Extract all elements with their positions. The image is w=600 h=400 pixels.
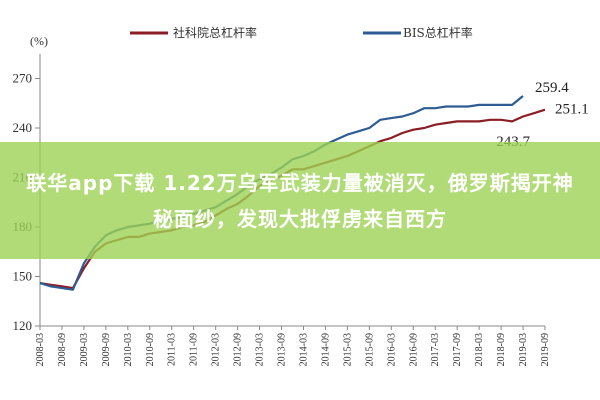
- x-tick-label: 2017-03: [430, 333, 441, 366]
- x-tick-label: 2014-03: [298, 333, 309, 366]
- x-tick-label: 2018-09: [496, 333, 507, 366]
- headline-banner: 联华app下载 1.22万乌军武装力量被消灭，俄罗斯揭开神秘面纱，发现大批俘虏来…: [0, 142, 600, 259]
- headline-text: 联华app下载 1.22万乌军武装力量被消灭，俄罗斯揭开神秘面纱，发现大批俘虏来…: [26, 170, 574, 231]
- x-tick-label: 2017-09: [452, 333, 463, 366]
- x-tick-label: 2012-03: [211, 333, 222, 366]
- x-tick-label: 2010-03: [123, 333, 134, 366]
- x-tick-label: 2019-03: [518, 333, 529, 366]
- x-tick-label: 2012-09: [233, 333, 244, 366]
- x-tick-label: 2008-03: [35, 333, 46, 366]
- x-tick-label: 2014-09: [320, 333, 331, 366]
- y-tick-label: 150: [13, 269, 33, 284]
- data-label: 251.1: [555, 102, 589, 118]
- legend: 社科院总杠杆率 BIS总杠杆率: [130, 25, 473, 40]
- y-tick-label: 120: [13, 318, 33, 333]
- x-tick-label: 2009-09: [101, 333, 112, 366]
- x-tick-label: 2010-09: [145, 333, 156, 366]
- x-tick-label: 2015-09: [364, 333, 375, 366]
- x-tick-label: 2013-03: [255, 333, 266, 366]
- x-tick-label: 2016-03: [386, 333, 397, 366]
- y-unit-label: (%): [30, 34, 48, 48]
- x-tick-label: 2009-03: [79, 333, 90, 366]
- x-tick-label: 2016-09: [408, 333, 419, 366]
- x-axis: 2008-03 2008-09 2009-03 2009-09 2010-03 2010-…: [35, 325, 551, 366]
- legend-label-series-1: 社科院总杠杆率: [173, 25, 257, 40]
- legend-label-series-2: BIS总杠杆率: [403, 25, 473, 40]
- x-tick-label: 2015-03: [342, 333, 353, 366]
- x-tick-label: 2008-09: [57, 333, 68, 366]
- y-tick-label: 240: [13, 120, 33, 135]
- y-tick-label: 270: [13, 71, 33, 86]
- data-label: 259.4: [535, 80, 569, 96]
- x-tick-label: 2011-03: [167, 333, 178, 366]
- x-tick-label: 2018-03: [474, 333, 485, 366]
- x-tick-label: 2011-09: [189, 333, 200, 366]
- x-tick-label: 2019-09: [540, 333, 551, 366]
- x-tick-label: 2013-09: [277, 333, 288, 366]
